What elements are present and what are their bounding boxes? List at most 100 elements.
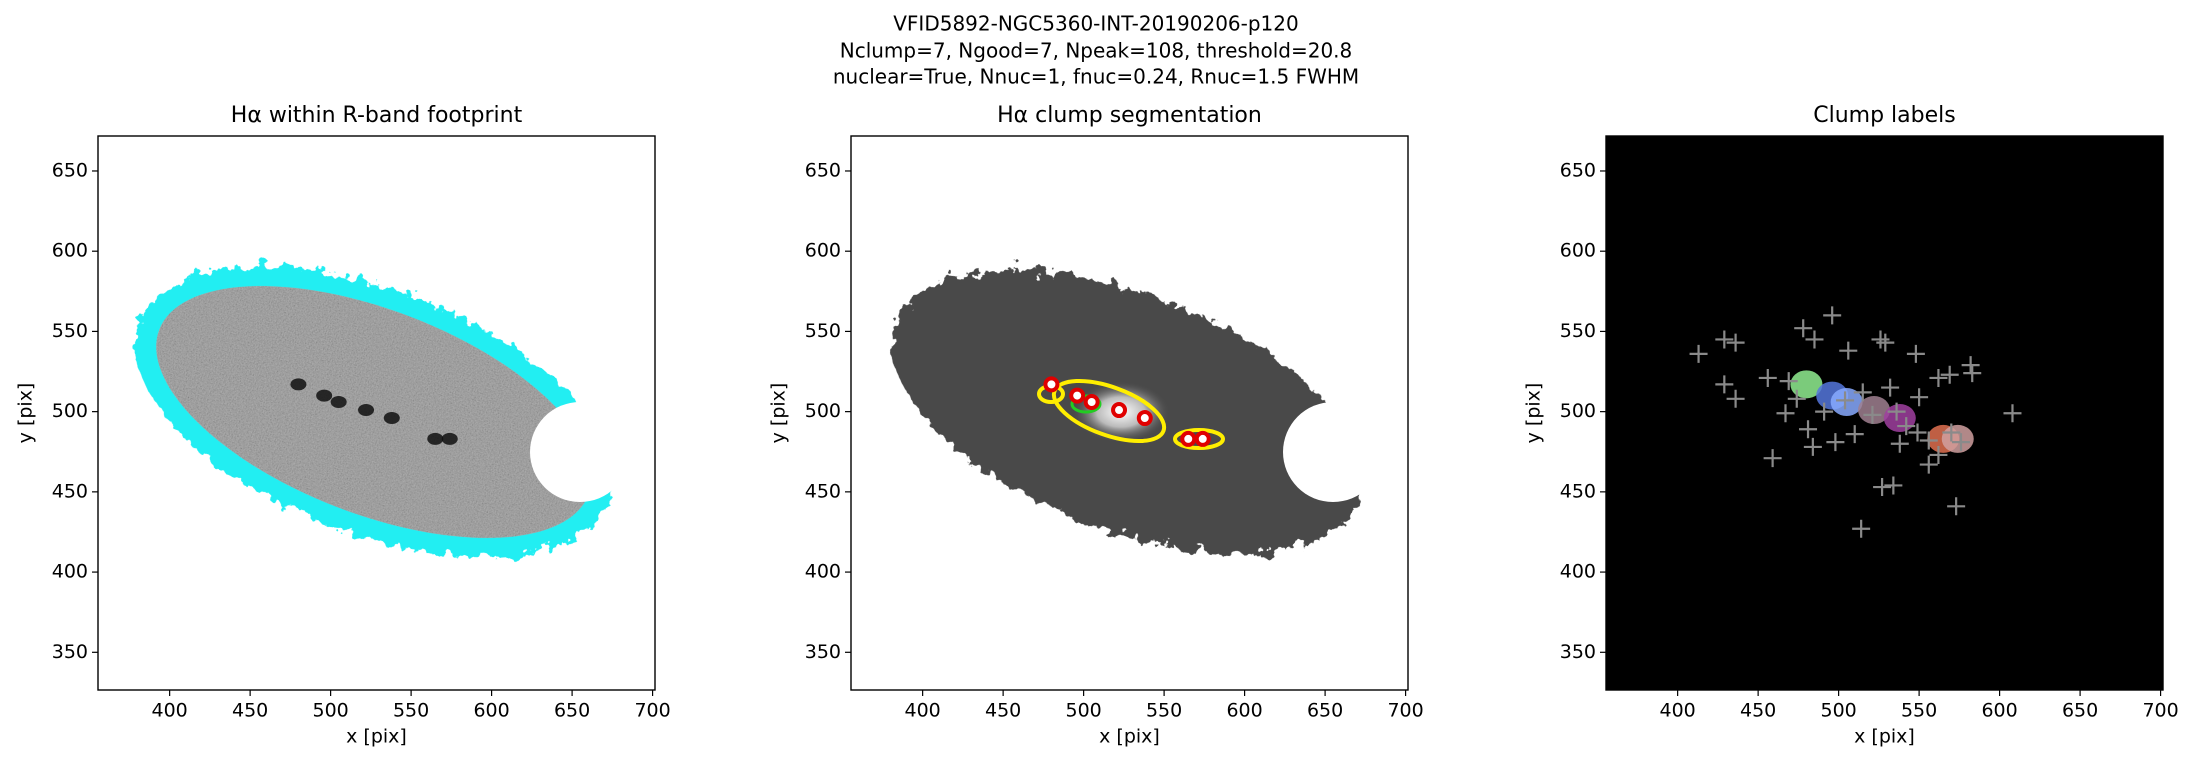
y-axis-label: y [pix] [15, 383, 37, 444]
clump-label [1883, 404, 1916, 433]
clump-marker [1194, 430, 1211, 447]
axes-frame [850, 135, 1409, 691]
x-tick-label: 500 [1065, 700, 1101, 722]
halpha-image [134, 266, 630, 558]
y-tick-label: 400 [52, 561, 88, 583]
clump-marker [1069, 387, 1086, 404]
peak-cross [1794, 319, 1813, 338]
y-axis-label: y [pix] [768, 383, 790, 444]
peak-cross [1940, 365, 1959, 384]
clump-emission [441, 432, 458, 445]
peak-cross [1689, 344, 1708, 363]
clump-marker [1111, 402, 1128, 419]
y-tick-label: 550 [1560, 320, 1596, 342]
clump-emission [330, 396, 347, 409]
y-tick-label: 350 [1560, 641, 1596, 663]
y-tick-label: 550 [805, 320, 841, 342]
clump-emission [383, 412, 400, 425]
clump-emission [316, 389, 333, 402]
peak-cross [1929, 368, 1948, 387]
peak-cross [1897, 417, 1916, 436]
x-tick-label: 450 [985, 700, 1021, 722]
suptitle: VFID5892-NGC5360-INT-20190206-p120 [893, 12, 1298, 36]
clump-label [1790, 370, 1823, 399]
x-tick-label: 550 [1901, 700, 1937, 722]
clump-emission [290, 378, 307, 391]
y-tick-label: 500 [805, 400, 841, 422]
peak-cross [1908, 423, 1927, 442]
peak-cross [1787, 389, 1806, 408]
peak-cross [1873, 478, 1892, 497]
peak-cross [1805, 330, 1824, 349]
clump-label [1858, 396, 1891, 425]
peak-cross [1803, 437, 1822, 456]
y-tick-label: 400 [1560, 561, 1596, 583]
x-tick-label: 700 [1387, 700, 1423, 722]
peak-cross [1776, 404, 1795, 423]
peak-cross [1884, 476, 1903, 495]
y-tick-label: 400 [805, 561, 841, 583]
x-tick-label: 650 [554, 700, 590, 722]
axes-frame [97, 135, 656, 691]
peak-cross [1845, 425, 1864, 444]
y-tick-label: 450 [52, 480, 88, 502]
clump-label [1830, 388, 1863, 417]
peak-cross [1836, 391, 1855, 410]
peak-cross [1947, 497, 1966, 516]
x-tick-label: 650 [1307, 700, 1343, 722]
plot-marks [290, 378, 458, 445]
clump-emission [427, 432, 444, 445]
suptitle: nuclear=True, Nnuc=1, fnuc=0.24, Rnuc=1.… [833, 65, 1359, 89]
x-tick-label: 400 [152, 700, 188, 722]
peak-cross [1763, 449, 1782, 468]
x-tick-label: 700 [634, 700, 670, 722]
peak-cross [1726, 389, 1745, 408]
peak-cross [2003, 404, 2022, 423]
x-tick-label: 550 [1146, 700, 1182, 722]
peak-cross [1887, 402, 1906, 421]
y-tick-label: 450 [1560, 480, 1596, 502]
y-tick-label: 650 [52, 159, 88, 181]
x-tick-label: 600 [1981, 700, 2017, 722]
peak-cross [1853, 383, 1872, 402]
peak-cross [1826, 433, 1845, 452]
y-tick-label: 350 [805, 641, 841, 663]
x-tick-label: 600 [1226, 700, 1262, 722]
y-tick-label: 600 [52, 240, 88, 262]
y-tick-label: 600 [1560, 240, 1596, 262]
y-tick-label: 600 [805, 240, 841, 262]
clump-marker [1136, 410, 1153, 427]
y-axis-label: y [pix] [1523, 383, 1545, 444]
peak-cross [1942, 423, 1961, 442]
peak-cross [1919, 431, 1938, 450]
x-tick-label: 500 [312, 700, 348, 722]
x-tick-label: 500 [1820, 700, 1856, 722]
axes-frame [1605, 135, 2164, 691]
y-tick-label: 500 [52, 400, 88, 422]
peak-cross [1726, 333, 1745, 352]
peak-cross [1799, 420, 1818, 439]
axes-title: Hα within R-band footprint [231, 103, 523, 128]
suptitle: Nclump=7, Ngood=7, Npeak=108, threshold=… [840, 39, 1353, 63]
peak-cross [1906, 344, 1925, 363]
y-tick-label: 650 [1560, 159, 1596, 181]
peak-cross [1758, 368, 1777, 387]
x-tick-label: 400 [1660, 700, 1696, 722]
x-axis-label: x [pix] [1099, 726, 1160, 748]
axes-title: Hα clump segmentation [997, 103, 1262, 128]
x-tick-label: 550 [393, 700, 429, 722]
peak-cross [1951, 433, 1970, 452]
peak-cross [1823, 306, 1842, 325]
x-tick-label: 700 [2142, 700, 2178, 722]
y-tick-label: 500 [1560, 400, 1596, 422]
peak-cross [1890, 434, 1909, 453]
peak-cross [1910, 388, 1929, 407]
peak-cross [1919, 455, 1938, 474]
peak-cross [1852, 519, 1871, 538]
peak-cross [1961, 356, 1980, 375]
x-tick-label: 400 [905, 700, 941, 722]
y-tick-label: 650 [805, 159, 841, 181]
x-axis-label: x [pix] [1854, 726, 1915, 748]
x-tick-label: 450 [1740, 700, 1776, 722]
